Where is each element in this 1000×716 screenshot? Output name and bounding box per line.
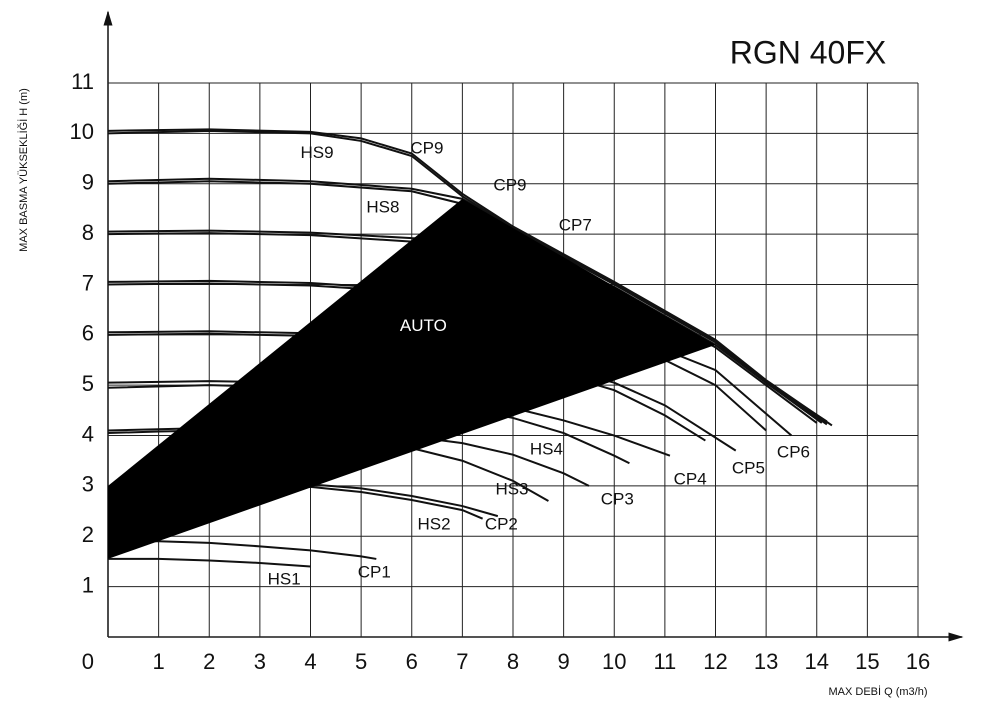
x-tick-label: 11 — [653, 649, 676, 674]
auto-region — [108, 198, 716, 559]
x-tick-label: 4 — [304, 649, 316, 674]
x-tick-label: 6 — [406, 649, 418, 674]
annotation: CP1 — [358, 563, 391, 582]
annotation: HS4 — [530, 440, 563, 459]
pump-curve — [107, 128, 833, 427]
annotation: HS8 — [366, 197, 399, 216]
x-tick-label: 1 — [153, 649, 165, 674]
annotation: HS9 — [301, 143, 334, 162]
annotation: CP9 — [410, 138, 443, 157]
annotation: CP9 — [493, 176, 526, 195]
pump-curve — [107, 129, 828, 426]
x-tick-label: 12 — [703, 649, 727, 674]
pump-curve — [108, 540, 377, 560]
y-tick-label: 7 — [82, 270, 94, 295]
y-tick-label: 9 — [82, 170, 94, 195]
x-tick-label: 16 — [906, 649, 930, 674]
y-tick-label: 11 — [71, 69, 94, 94]
pump-curve — [108, 557, 311, 568]
y-tick-label: 4 — [82, 421, 94, 446]
y-tick-label: 3 — [82, 472, 94, 497]
x-tick-label: 9 — [558, 649, 570, 674]
annotation: CP5 — [732, 458, 765, 477]
annotation: CP6 — [777, 443, 810, 462]
x-tick-label: 3 — [254, 649, 266, 674]
y-tick-label: 5 — [82, 371, 94, 396]
y-tick-label: 8 — [82, 220, 94, 245]
y-axis-label: MAX BASMA YÜKSEKLİĞİ H (m) — [17, 88, 30, 252]
chart-title: RGN 40FX — [730, 34, 886, 70]
x-tick-label: 7 — [456, 649, 468, 674]
x-tick-label: 14 — [805, 649, 829, 674]
x-tick-label: 13 — [754, 649, 778, 674]
x-tick-label: 5 — [355, 649, 367, 674]
annotation: CP2 — [485, 515, 518, 534]
y-tick-label: 2 — [82, 522, 94, 547]
y-tick-label: 0 — [82, 649, 94, 674]
x-tick-label: 15 — [855, 649, 879, 674]
x-axis-label: MAX DEBİ Q (m3/h) — [828, 685, 927, 698]
x-tick-label: 2 — [203, 649, 215, 674]
x-tick-label: 8 — [507, 649, 519, 674]
annotation: CP7 — [559, 216, 592, 235]
y-tick-label: 6 — [82, 321, 94, 346]
annotation: CP4 — [674, 469, 707, 488]
y-tick-label: 10 — [70, 119, 94, 144]
x-tick-label: 10 — [602, 649, 626, 674]
annotation: HS2 — [417, 515, 450, 534]
y-tick-label: 1 — [82, 572, 94, 597]
annotation: HS1 — [268, 570, 301, 589]
annotation: CP3 — [601, 489, 634, 508]
annotation: HS3 — [495, 479, 528, 498]
annotation: AUTO — [400, 316, 447, 335]
